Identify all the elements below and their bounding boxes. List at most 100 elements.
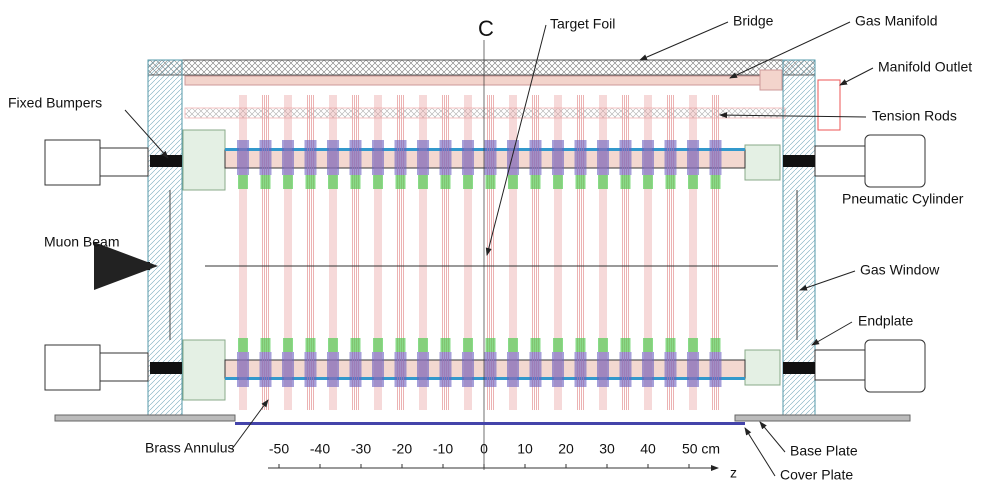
leader <box>839 67 874 86</box>
foil-spacer <box>710 175 721 189</box>
cover-plate <box>235 422 745 425</box>
piston <box>783 362 815 374</box>
foil-frame <box>597 140 609 175</box>
endplate-right <box>782 59 816 421</box>
cylinder <box>864 339 926 393</box>
foil-spacer <box>305 175 316 189</box>
scale-label: 40 <box>640 441 656 457</box>
scale-label: 0 <box>480 441 488 457</box>
cylinder <box>44 139 101 186</box>
foil-frame <box>507 352 519 387</box>
cylinder <box>814 349 866 381</box>
foil-spacer <box>350 175 361 189</box>
foil-spacer <box>665 338 676 352</box>
foil-spacer <box>260 175 271 189</box>
foil-spacer <box>463 175 473 189</box>
bridge <box>147 59 816 76</box>
scale-label: -40 <box>310 441 330 457</box>
foil-frame <box>439 140 452 175</box>
bumper <box>744 349 781 386</box>
foil-frame <box>709 140 722 175</box>
foil-frame <box>417 352 429 387</box>
foil-spacer <box>508 338 518 352</box>
foil-spacer <box>643 338 653 352</box>
callout-label: Base Plate <box>790 443 858 459</box>
leader <box>639 21 729 61</box>
base-plate <box>54 414 236 422</box>
piston <box>783 155 815 167</box>
scale-label: 20 <box>558 441 574 457</box>
foil-spacer <box>328 338 338 352</box>
manifold-outlet <box>817 79 841 131</box>
foil-spacer <box>598 175 608 189</box>
bumper <box>744 144 781 181</box>
leader <box>759 421 786 453</box>
foil-frame <box>439 352 452 387</box>
foil-frame <box>417 140 429 175</box>
leader <box>799 270 856 291</box>
leader <box>729 21 851 79</box>
foil-spacer <box>283 338 293 352</box>
foil-spacer <box>238 338 248 352</box>
bumper <box>182 129 226 191</box>
foil-spacer <box>260 338 271 352</box>
foil-spacer <box>440 338 451 352</box>
foil-frame <box>282 352 294 387</box>
foil-spacer <box>575 175 586 189</box>
scale: -50 -40 -30 -20 -10 0 10 20 30 40 50 cm z <box>269 441 737 481</box>
foil-spacer <box>485 175 496 189</box>
foil-spacer <box>688 338 698 352</box>
foil-frame <box>664 352 677 387</box>
cylinder <box>99 352 149 382</box>
leader <box>231 399 269 450</box>
foil-spacer <box>575 338 586 352</box>
foil-frame <box>484 140 497 175</box>
foil-frame <box>372 352 384 387</box>
foil-spacer <box>373 338 383 352</box>
foil-frame <box>237 140 249 175</box>
callout-label: Fixed Bumpers <box>8 95 102 111</box>
callout-label: Tension Rods <box>872 108 957 124</box>
foil-frame <box>597 352 609 387</box>
foil-frame <box>642 352 654 387</box>
cylinder <box>99 147 149 177</box>
tension-rods <box>184 107 786 119</box>
scale-label: -50 <box>269 441 289 457</box>
foil-spacer <box>395 338 406 352</box>
scale-label: 30 <box>599 441 615 457</box>
foil-frame <box>619 352 632 387</box>
foil-spacer <box>710 338 721 352</box>
foil-frame <box>462 352 474 387</box>
foil-spacer <box>530 175 541 189</box>
foils <box>237 95 722 410</box>
base-plate <box>734 414 911 422</box>
foil-frame <box>552 352 564 387</box>
endplate-left <box>147 59 183 421</box>
foil-spacer <box>643 175 653 189</box>
scale-label: -10 <box>433 441 453 457</box>
foil-frame <box>372 140 384 175</box>
labels: Target Foil Bridge Gas Manifold Manifold Ou… <box>8 13 972 482</box>
foil-frame <box>574 140 587 175</box>
cylinder <box>44 344 101 391</box>
foil-spacer <box>620 175 631 189</box>
cylinder <box>814 145 866 177</box>
foil-frame <box>529 140 542 175</box>
callout-label: Cover Plate <box>780 467 853 482</box>
axis-label: z <box>730 465 737 481</box>
foil-frame <box>349 140 362 175</box>
foil-spacer <box>553 175 563 189</box>
apparatus <box>44 40 926 471</box>
foil-frame <box>642 140 654 175</box>
bumper <box>182 339 226 401</box>
foil-spacer <box>530 338 541 352</box>
scale-label: -20 <box>392 441 412 457</box>
foil-frame <box>327 140 339 175</box>
foil-spacer <box>508 175 518 189</box>
foil-frame <box>687 140 699 175</box>
foil-spacer <box>440 175 451 189</box>
callout-label: Muon Beam <box>44 234 119 250</box>
foil-frame <box>619 140 632 175</box>
foil-frame <box>349 352 362 387</box>
foil-frame <box>484 352 497 387</box>
